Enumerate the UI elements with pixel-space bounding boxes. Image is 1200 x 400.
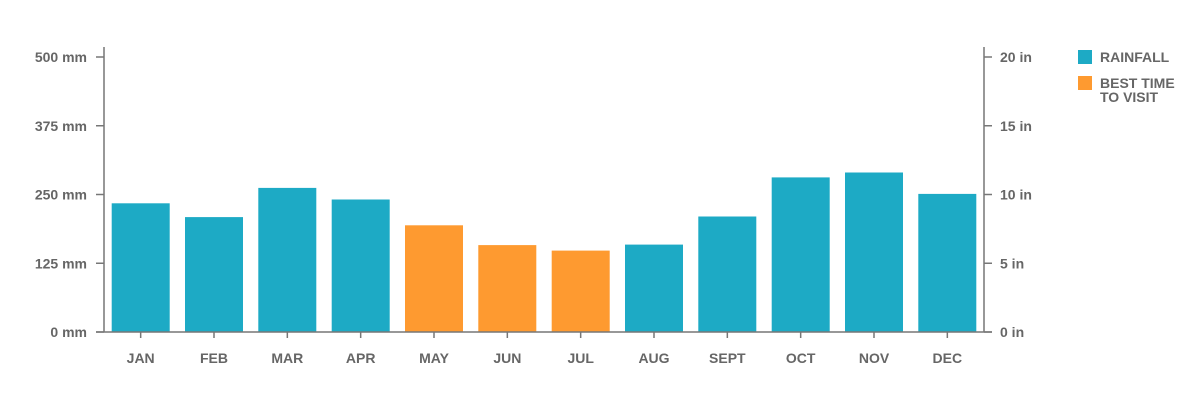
y-right-tick-label: 20 in <box>1000 49 1032 65</box>
x-tick-label-sept: SEPT <box>709 350 746 366</box>
x-tick-label-mar: MAR <box>271 350 303 366</box>
x-tick-label-nov: NOV <box>859 350 890 366</box>
y-left-tick-label: 375 mm <box>35 118 87 134</box>
x-tick-label-oct: OCT <box>786 350 816 366</box>
y-left-tick-label: 0 mm <box>50 324 87 340</box>
y-left-tick-label: 250 mm <box>35 187 87 203</box>
labels-group: 0 mm 125 mm 250 mm 375 mm 500 mm 0 in 5 in 10 i… <box>35 49 1032 366</box>
y-left-tick-label: 125 mm <box>35 255 87 271</box>
legend-item-best-time: BEST TIME TO VISIT <box>1078 76 1198 104</box>
x-tick-label-aug: AUG <box>638 350 669 366</box>
x-tick-label-apr: APR <box>346 350 376 366</box>
legend-label-best-time: BEST TIME TO VISIT <box>1100 75 1175 105</box>
bar-jul <box>551 250 610 332</box>
legend-swatch-best-time <box>1078 76 1092 90</box>
bar-nov <box>845 172 903 332</box>
y-right-tick-label: 0 in <box>1000 324 1024 340</box>
bar-sept <box>698 216 757 332</box>
axes-group <box>96 47 992 338</box>
bar-jun <box>478 245 537 332</box>
rainfall-bar-chart: 0 mm 125 mm 250 mm 375 mm 500 mm 0 in 5 in 10 i… <box>35 47 1032 366</box>
y-right-tick-label: 15 in <box>1000 118 1032 134</box>
x-tick-label-dec: DEC <box>933 350 963 366</box>
bar-apr <box>331 199 390 332</box>
x-tick-label-jan: JAN <box>127 350 155 366</box>
legend-item-rainfall: RAINFALL <box>1078 50 1198 64</box>
bar-oct <box>771 177 830 332</box>
bar-mar <box>258 187 317 332</box>
legend-label-rainfall: RAINFALL <box>1100 49 1170 65</box>
y-right-tick-label: 10 in <box>1000 187 1032 203</box>
legend-swatch-rainfall <box>1078 50 1092 64</box>
bar-feb <box>185 217 243 332</box>
y-left-tick-label: 500 mm <box>35 49 87 65</box>
x-tick-label-feb: FEB <box>200 350 228 366</box>
x-tick-label-may: MAY <box>419 350 449 366</box>
x-tick-label-jun: JUN <box>493 350 521 366</box>
bar-jan <box>111 203 170 332</box>
y-right-tick-label: 5 in <box>1000 255 1024 271</box>
bar-aug <box>625 244 683 332</box>
bars-group <box>111 172 977 332</box>
bar-may <box>405 225 463 332</box>
x-tick-label-jul: JUL <box>567 350 594 366</box>
bar-dec <box>918 193 977 332</box>
legend: RAINFALL BEST TIME TO VISIT <box>1078 50 1198 116</box>
